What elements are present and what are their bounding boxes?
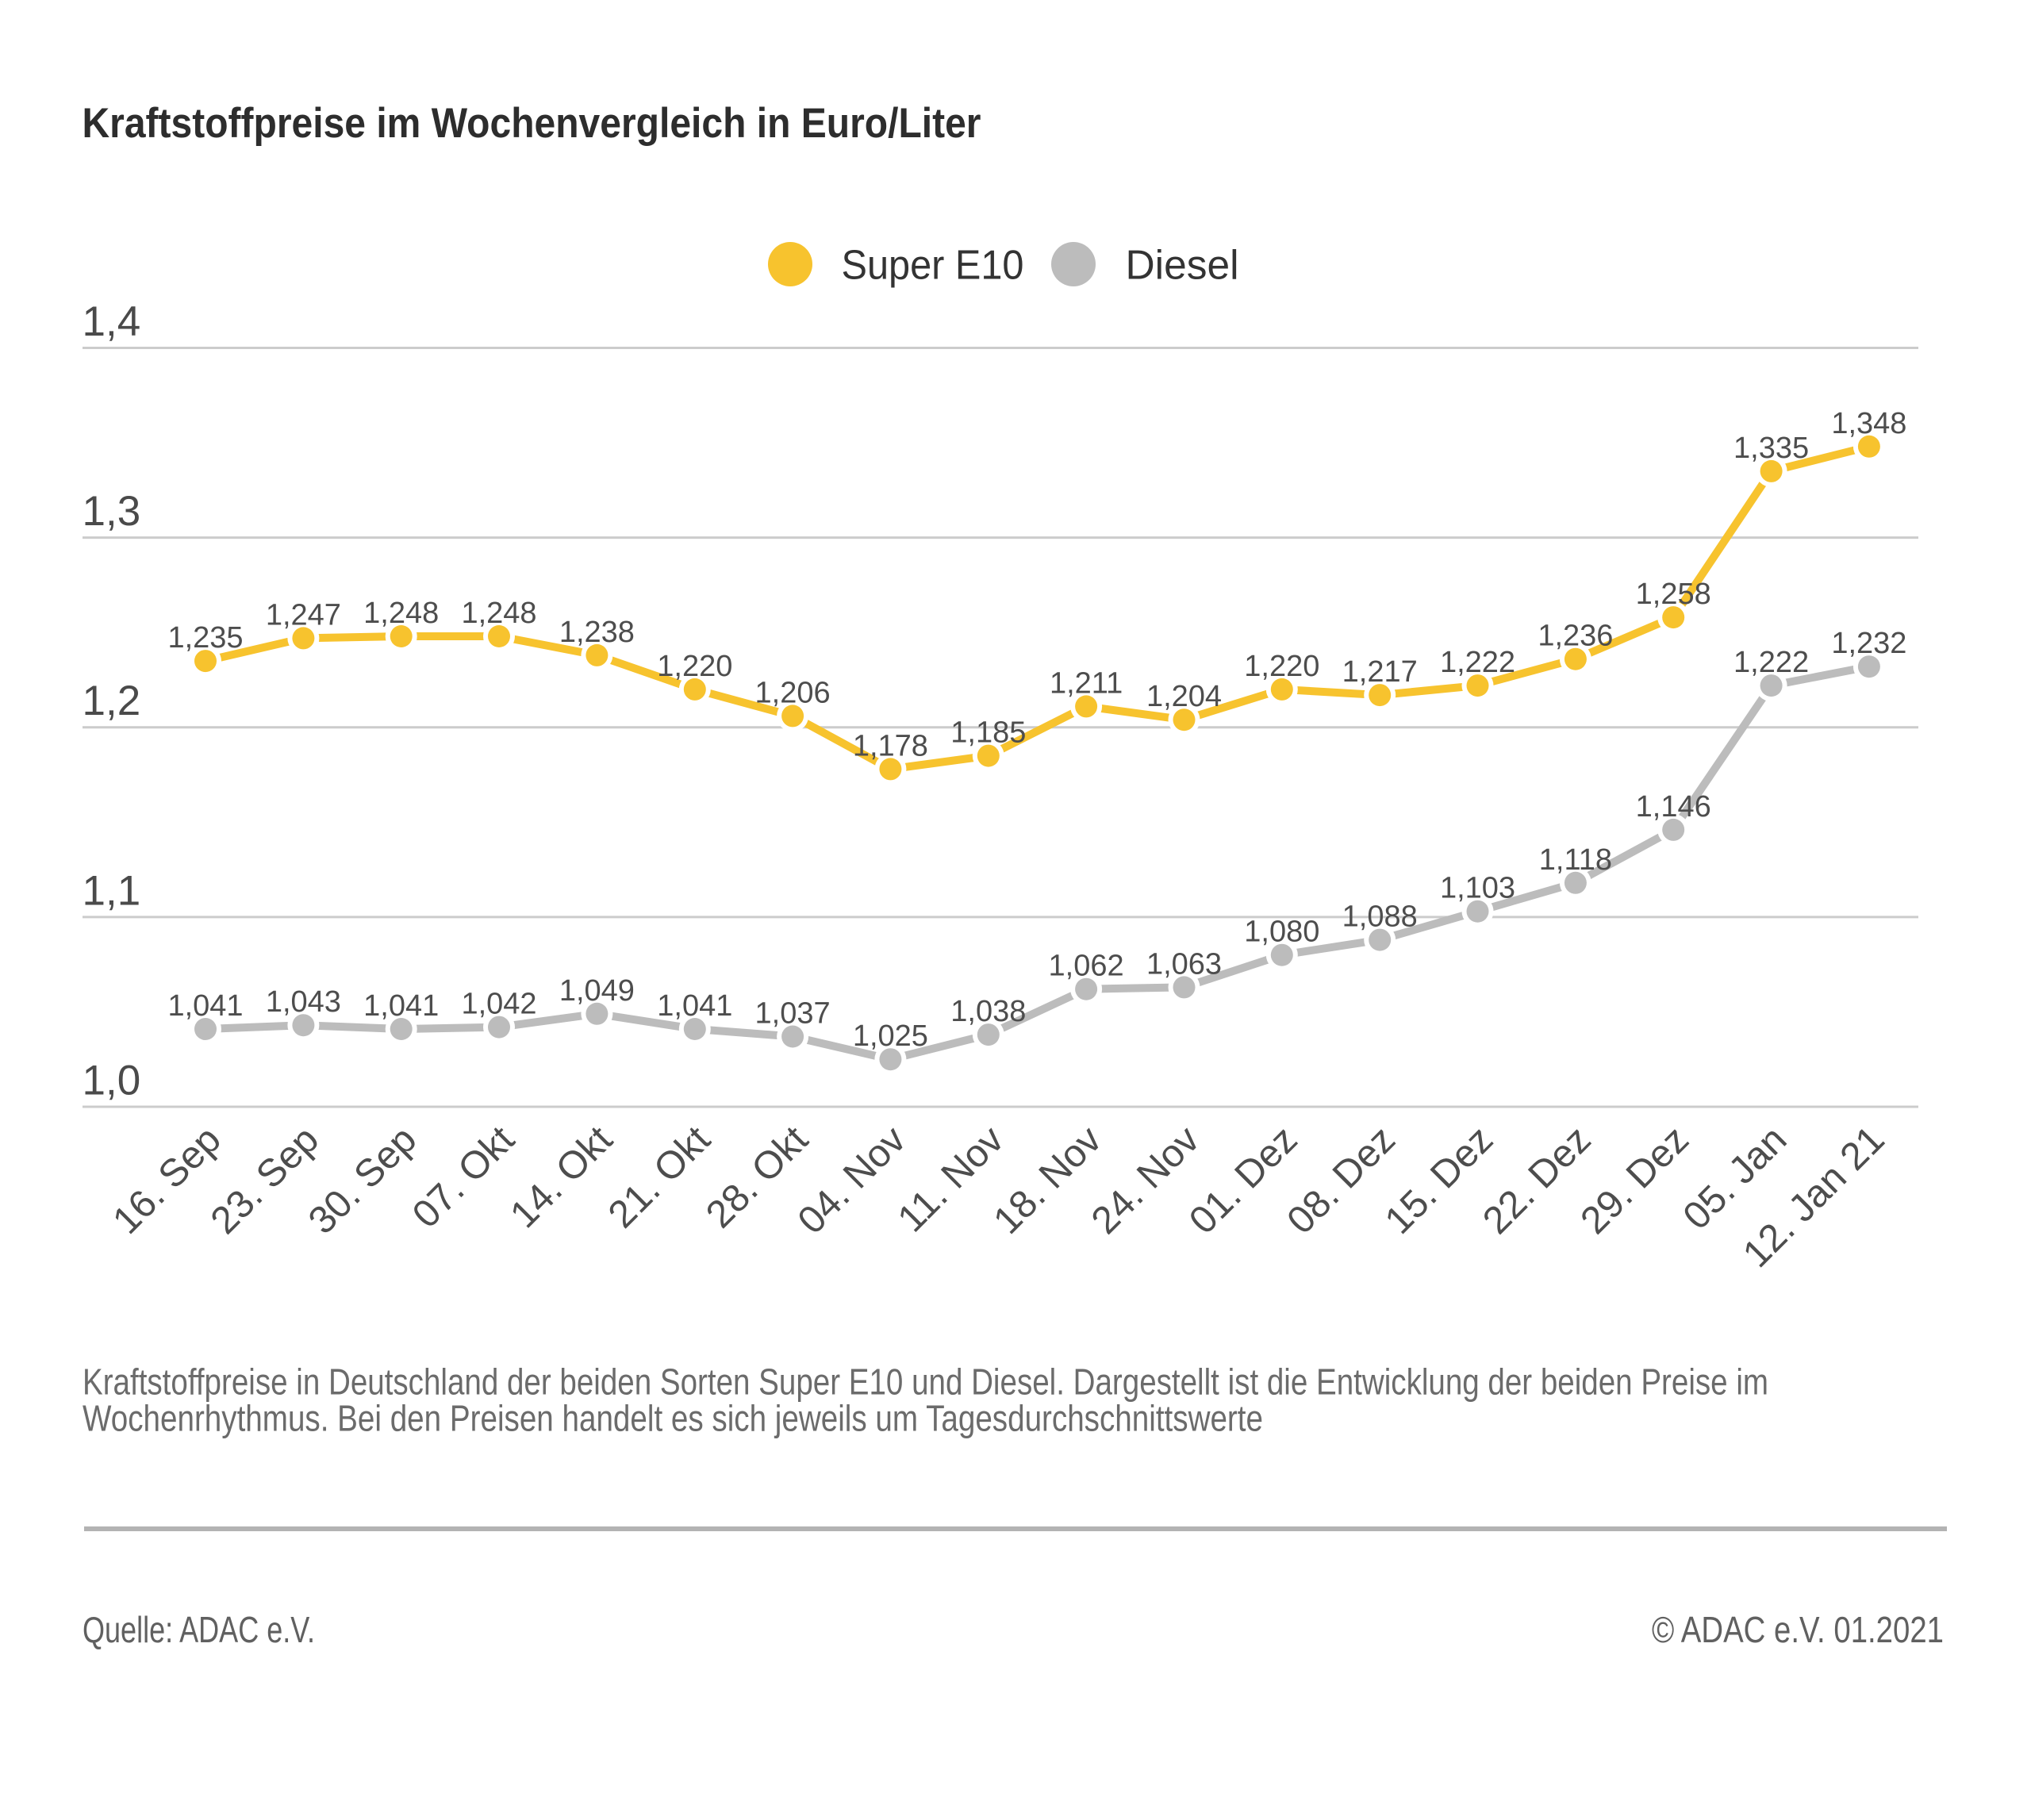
- svg-text:1,4: 1,4: [83, 298, 141, 345]
- svg-text:1,247: 1,247: [266, 598, 341, 632]
- svg-text:1,222: 1,222: [1440, 646, 1515, 679]
- svg-text:1,118: 1,118: [1539, 843, 1612, 877]
- svg-text:Kraftstoffpreise im Wochenverg: Kraftstoffpreise im Wochenvergleich in E…: [83, 100, 981, 147]
- svg-text:1,232: 1,232: [1831, 627, 1906, 660]
- svg-text:1,049: 1,049: [559, 974, 635, 1008]
- svg-text:1,258: 1,258: [1636, 578, 1711, 611]
- svg-text:1,220: 1,220: [657, 650, 732, 683]
- svg-text:1,236: 1,236: [1538, 620, 1613, 653]
- svg-text:1,220: 1,220: [1244, 650, 1319, 683]
- svg-text:1,238: 1,238: [559, 616, 635, 649]
- svg-text:© ADAC e.V. 01.2021: © ADAC e.V. 01.2021: [1652, 1609, 1944, 1650]
- svg-text:1,222: 1,222: [1733, 646, 1809, 679]
- svg-text:Diesel: Diesel: [1126, 243, 1239, 289]
- svg-text:1,335: 1,335: [1733, 432, 1809, 465]
- svg-text:1,3: 1,3: [83, 488, 141, 535]
- svg-text:Kraftstoffpreise in Deutschlan: Kraftstoffpreise in Deutschland der beid…: [83, 1361, 1768, 1403]
- svg-text:1,062: 1,062: [1049, 950, 1124, 983]
- svg-text:1,080: 1,080: [1244, 916, 1319, 949]
- svg-text:1,0: 1,0: [83, 1058, 141, 1104]
- svg-text:1,348: 1,348: [1831, 407, 1906, 440]
- svg-text:1,211: 1,211: [1050, 666, 1123, 700]
- svg-text:1,025: 1,025: [853, 1019, 928, 1053]
- svg-text:1,042: 1,042: [461, 988, 536, 1021]
- svg-text:1,1: 1,1: [83, 867, 141, 914]
- svg-text:1,248: 1,248: [461, 597, 536, 630]
- svg-text:1,206: 1,206: [755, 676, 831, 709]
- svg-text:1,038: 1,038: [950, 995, 1026, 1028]
- svg-text:1,146: 1,146: [1636, 790, 1711, 824]
- svg-text:1,037: 1,037: [755, 997, 831, 1031]
- svg-text:1,185: 1,185: [950, 716, 1026, 750]
- svg-text:1,041: 1,041: [657, 989, 732, 1023]
- svg-text:1,204: 1,204: [1146, 680, 1222, 713]
- svg-text:1,248: 1,248: [363, 597, 439, 630]
- svg-text:1,217: 1,217: [1342, 655, 1418, 689]
- svg-text:Quelle: ADAC e.V.: Quelle: ADAC e.V.: [83, 1609, 315, 1650]
- svg-text:1,041: 1,041: [363, 989, 439, 1023]
- svg-text:1,178: 1,178: [853, 729, 928, 762]
- svg-text:1,063: 1,063: [1146, 947, 1222, 981]
- svg-text:1,2: 1,2: [83, 678, 141, 724]
- svg-text:1,041: 1,041: [167, 989, 243, 1023]
- svg-text:1,088: 1,088: [1342, 900, 1418, 934]
- svg-text:1,235: 1,235: [167, 621, 243, 655]
- svg-text:1,103: 1,103: [1440, 872, 1515, 905]
- svg-text:Super E10: Super E10: [842, 243, 1024, 289]
- svg-text:1,043: 1,043: [266, 985, 341, 1019]
- svg-text:Wochenrhythmus. Bei den Preise: Wochenrhythmus. Bei den Preisen handelt …: [83, 1398, 1263, 1439]
